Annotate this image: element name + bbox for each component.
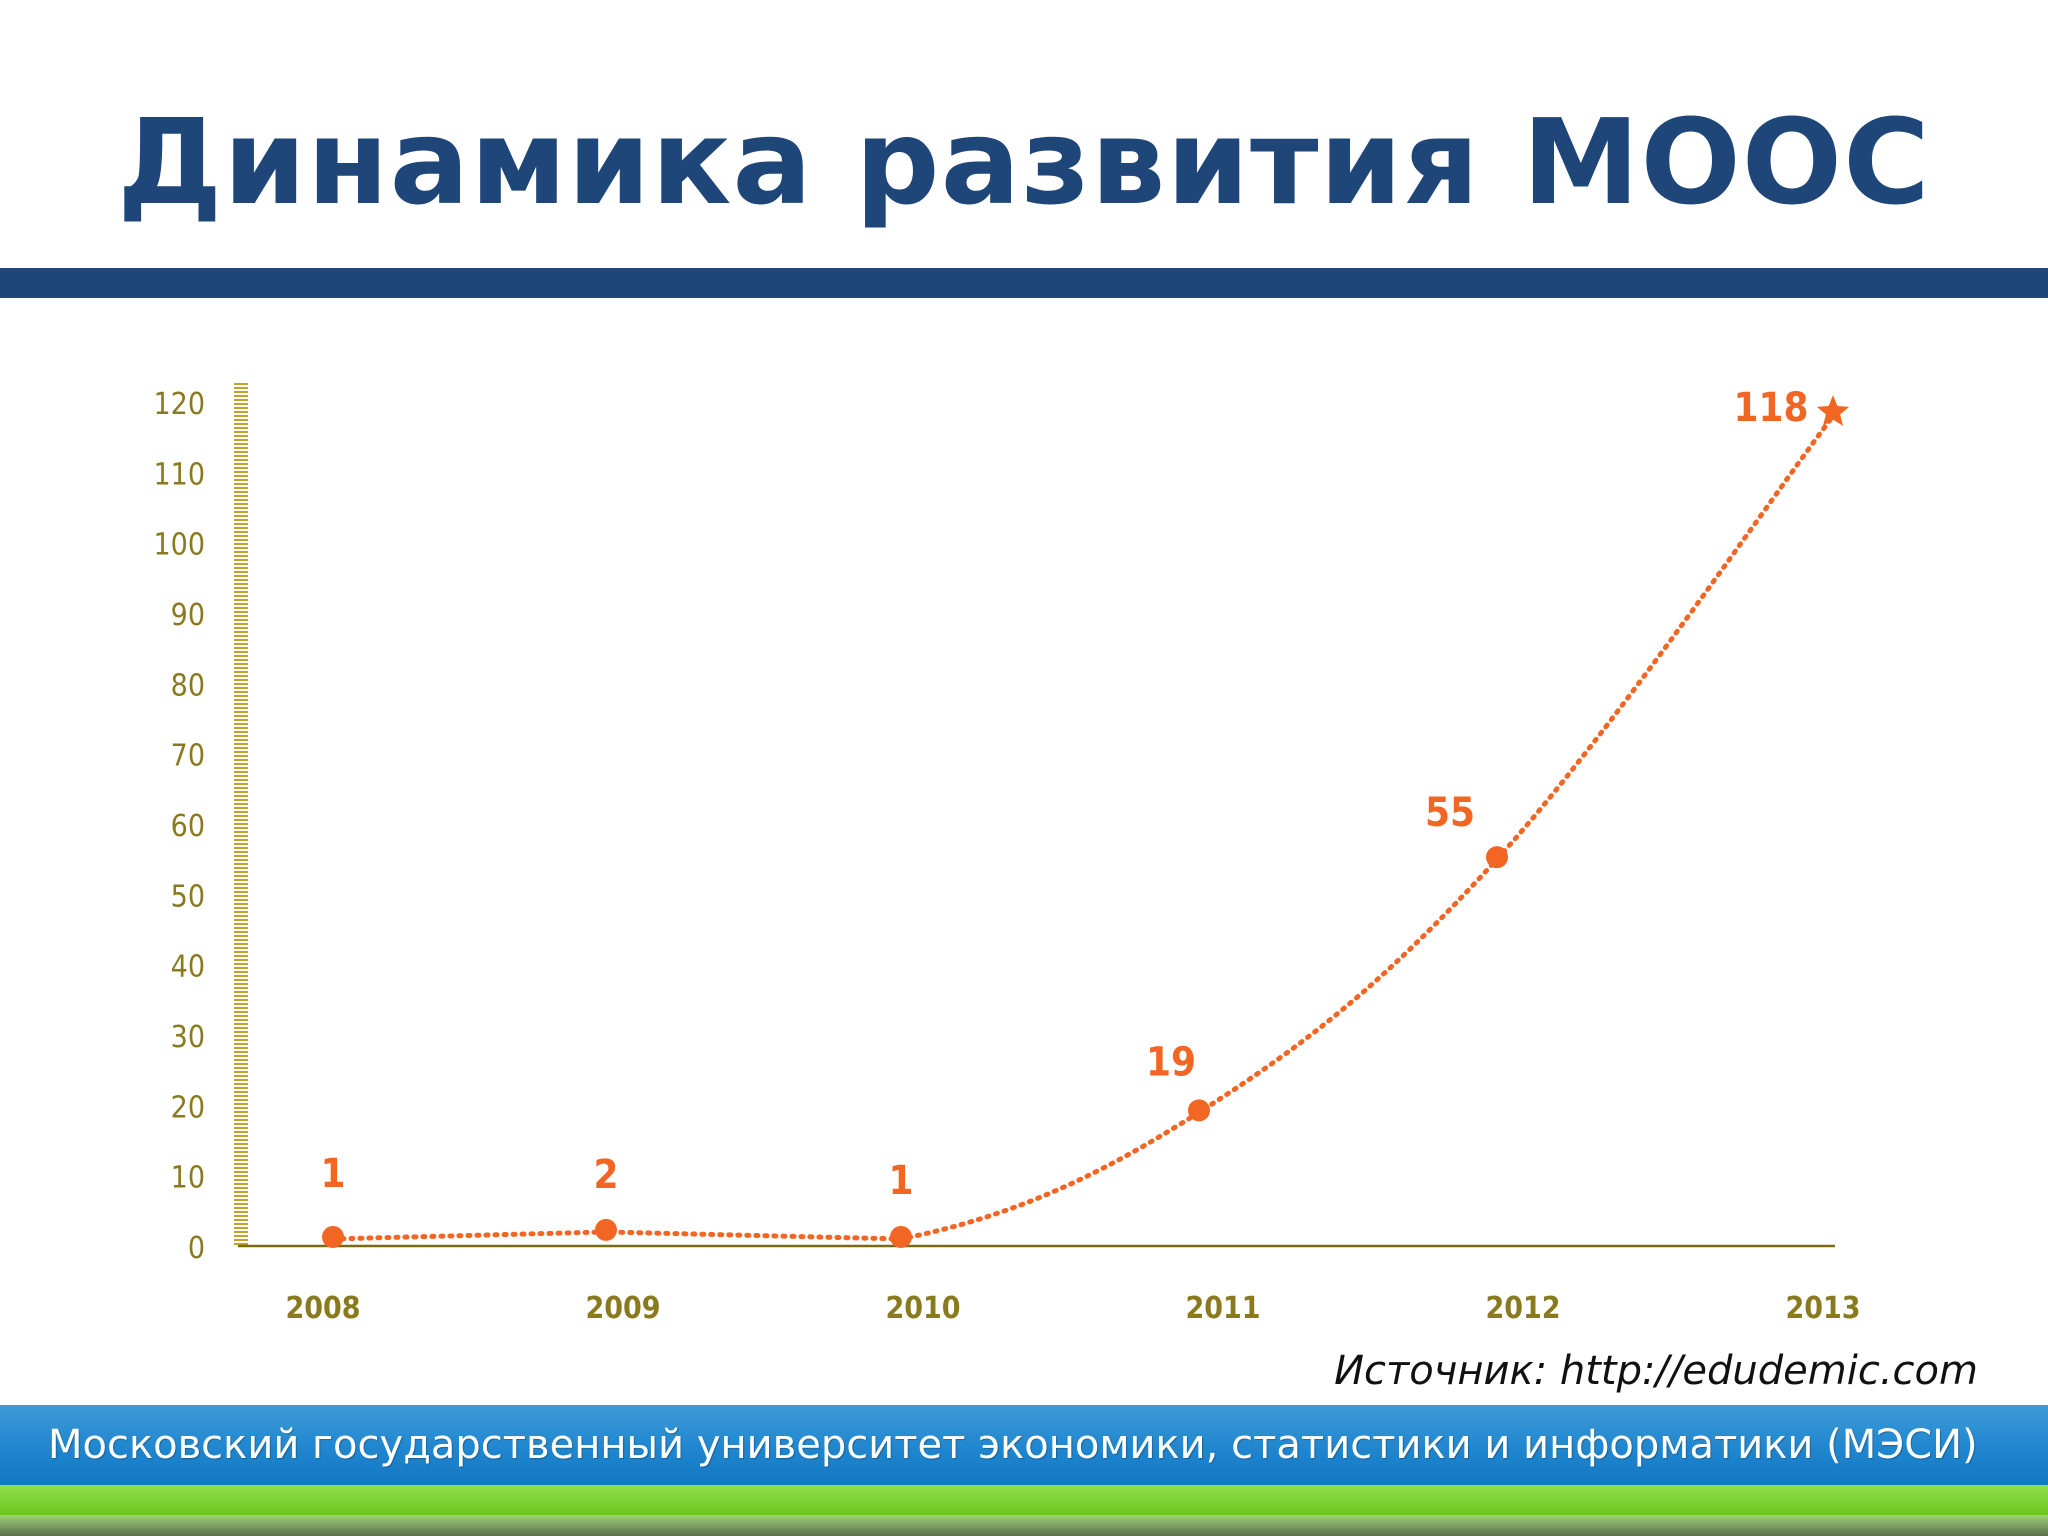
footer-green-stripe	[0, 1485, 2048, 1515]
data-point-star	[1816, 395, 1850, 426]
source-note: Источник: http://edudemic.com	[1334, 1348, 1978, 1394]
series-path	[330, 413, 1836, 1242]
data-label: 118	[1733, 385, 1808, 431]
x-tick-label: 2012	[1485, 1291, 1560, 1326]
series-line	[322, 395, 1850, 1248]
y-axis: 0 10 20 30 40 50 60 70 80 90 100 110 120	[153, 383, 248, 1266]
x-tick-label: 2008	[285, 1291, 360, 1326]
y-tick-label: 0	[188, 1231, 205, 1266]
footer-university: Московский государственный университет э…	[48, 1422, 1978, 1468]
x-tick-label: 2009	[585, 1291, 660, 1326]
y-tick-label: 110	[153, 457, 205, 492]
data-label: 19	[1146, 1039, 1196, 1085]
x-tick-label: 2011	[1185, 1291, 1260, 1326]
footer-band	[0, 1405, 2048, 1485]
data-point	[1486, 846, 1508, 869]
y-tick-label: 60	[171, 809, 205, 844]
data-label: 1	[888, 1158, 913, 1204]
slide-title: Динамика развития МООС	[117, 93, 1931, 231]
y-tick-label: 20	[171, 1090, 205, 1125]
data-point	[890, 1225, 912, 1248]
data-label: 2	[593, 1152, 618, 1198]
y-tick-label: 100	[153, 528, 205, 563]
x-tick-label: 2013	[1785, 1291, 1860, 1326]
data-point	[1188, 1099, 1210, 1122]
y-tick-label: 70	[171, 739, 205, 774]
data-point	[322, 1225, 344, 1248]
y-tick-label: 90	[171, 598, 205, 633]
footer-bottom-stripe	[0, 1515, 2048, 1536]
data-point	[595, 1218, 617, 1241]
x-tick-label: 2010	[885, 1291, 960, 1326]
data-label: 55	[1425, 790, 1475, 836]
y-tick-label: 10	[171, 1161, 205, 1196]
y-tick-label: 40	[171, 950, 205, 985]
y-tick-label: 80	[171, 668, 205, 703]
y-tick-label: 120	[153, 387, 205, 422]
title-divider	[0, 268, 2048, 298]
y-tick-label: 50	[171, 879, 205, 914]
data-labels: 1 2 1 19 55 118	[320, 385, 1808, 1204]
x-axis: 2008 2009 2010 2011 2012 2013	[238, 1244, 1861, 1326]
data-label: 1	[320, 1151, 345, 1197]
y-tick-label: 30	[171, 1020, 205, 1055]
